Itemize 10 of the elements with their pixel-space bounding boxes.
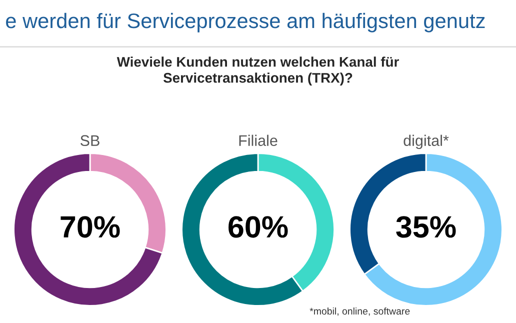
chart-title: Filiale xyxy=(239,134,278,146)
donut-slice xyxy=(13,152,164,306)
chart-title: SB xyxy=(80,135,100,146)
data-label: 35% xyxy=(396,216,456,238)
text: e werden für Serviceprozesse am häufigsten genutz xyxy=(6,12,485,32)
chart-title: digital* xyxy=(404,134,449,150)
text: Wieviele Kunden nutzen welchen Kanal für Servicetransaktionen (TRX)? xyxy=(116,56,399,86)
data-label: 60% xyxy=(228,216,288,238)
text: *mobil, online, software xyxy=(310,307,410,316)
data-label: 70% xyxy=(60,216,120,238)
